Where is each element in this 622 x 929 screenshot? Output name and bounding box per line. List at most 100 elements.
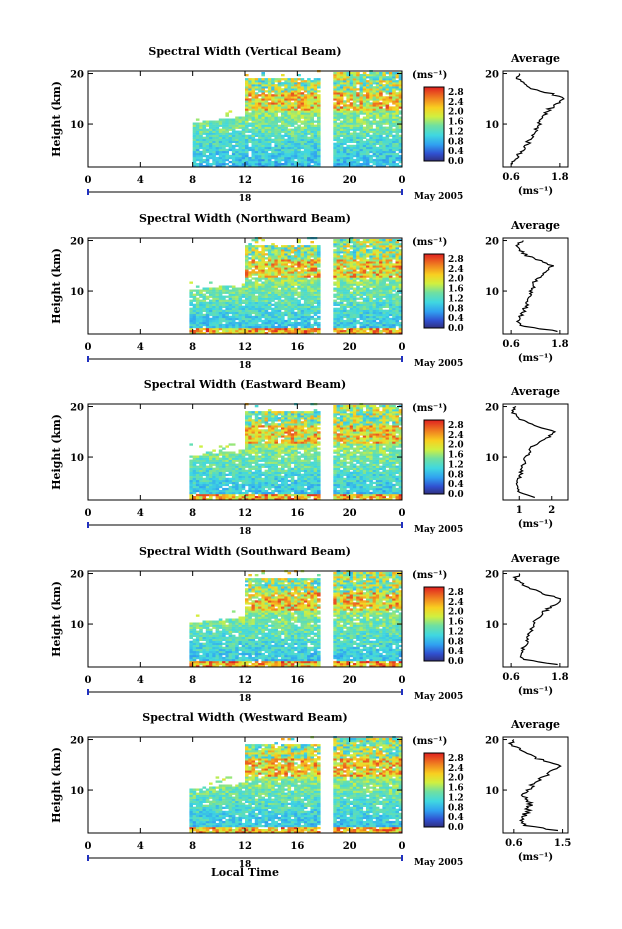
heatmap-cell — [215, 305, 220, 308]
heatmap-cell — [356, 94, 360, 97]
heatmap-cell — [392, 92, 396, 95]
heatmap-cell — [333, 255, 337, 258]
heatmap-cell — [392, 78, 396, 81]
heatmap-cell — [254, 317, 259, 321]
heatmap-cell — [189, 443, 193, 446]
heatmap-cell — [199, 289, 203, 292]
heatmap-cell — [241, 116, 246, 119]
heatmap-cell — [218, 463, 223, 466]
heatmap-cell — [379, 110, 383, 113]
heatmap-cell — [271, 247, 275, 250]
heatmap-cell — [343, 315, 347, 319]
heatmap-cell — [222, 332, 226, 335]
heatmap-cell — [307, 247, 311, 250]
heatmap-cell — [290, 283, 295, 286]
heatmap-cell — [284, 293, 288, 296]
heatmap-cell — [218, 152, 223, 156]
heatmap-cell — [398, 279, 403, 282]
heatmap-cell — [235, 126, 239, 129]
heatmap-cell — [287, 269, 292, 272]
heatmap-cell — [307, 321, 311, 325]
heatmap-cell — [274, 98, 278, 101]
heatmap-cell — [382, 118, 386, 121]
heatmap-cell — [352, 108, 357, 111]
heatmap-cell — [235, 327, 239, 331]
x-tick-label: 20 — [343, 175, 357, 186]
heatmap-cell — [195, 471, 200, 474]
heatmap-cell — [222, 120, 226, 123]
heatmap-cell — [199, 160, 203, 164]
heatmap-cell — [310, 122, 314, 125]
heatmap-cell — [267, 130, 272, 133]
heatmap-cell — [346, 287, 350, 290]
heatmap-cell — [366, 285, 370, 288]
heatmap-cell — [287, 82, 292, 85]
heatmap-cell — [310, 134, 314, 137]
heatmap-cell — [395, 251, 400, 254]
heatmap-cell — [215, 491, 220, 495]
heatmap-cell — [192, 140, 197, 143]
heatmap-cell — [369, 297, 373, 300]
heatmap-cell — [238, 116, 243, 119]
heatmap-cell — [385, 138, 390, 141]
heatmap-cell — [261, 301, 265, 304]
heatmap-cell — [379, 106, 383, 109]
heatmap-cell — [261, 82, 265, 85]
heatmap-cell — [228, 120, 233, 123]
heatmap-cell — [235, 496, 239, 499]
heatmap-cell — [310, 144, 314, 148]
heatmap-cell — [222, 451, 226, 454]
heatmap-cell — [241, 477, 246, 481]
heatmap-cell — [222, 122, 226, 125]
heatmap-cell — [245, 285, 249, 288]
heatmap-cell — [199, 469, 203, 472]
heatmap-cell — [245, 327, 249, 331]
heatmap-cell — [375, 277, 380, 280]
heatmap-cell — [238, 457, 243, 460]
heatmap-cell — [271, 128, 275, 131]
heatmap-cell — [388, 239, 393, 242]
heatmap-cell — [287, 116, 292, 119]
heatmap-cell — [222, 481, 226, 485]
heatmap-cell — [352, 154, 357, 158]
heatmap-cell — [356, 285, 360, 288]
heatmap-cell — [290, 110, 295, 113]
heatmap-cell — [372, 293, 377, 296]
heatmap-cell — [366, 303, 370, 306]
heatmap-cell — [339, 78, 344, 81]
heatmap-cell — [199, 498, 203, 501]
heatmap-cell — [212, 311, 216, 315]
heatmap-cell — [294, 163, 298, 166]
heatmap-cell — [277, 303, 282, 306]
heatmap-cell — [277, 82, 282, 85]
heatmap-cell — [307, 273, 311, 276]
heatmap-cell — [254, 128, 259, 131]
heatmap-cell — [284, 130, 288, 133]
heatmap-cell — [222, 297, 226, 300]
heatmap-cell — [271, 309, 275, 312]
heatmap-cell — [375, 138, 380, 141]
heatmap-cell — [359, 327, 364, 331]
heatmap-cell — [225, 144, 229, 148]
heatmap-cell — [392, 94, 396, 97]
heatmap-cell — [264, 112, 269, 115]
heatmap-cell — [395, 84, 400, 87]
heatmap-cell — [281, 307, 285, 310]
heatmap-cell — [290, 82, 295, 85]
heatmap-cell — [359, 134, 364, 137]
heatmap-cell — [366, 120, 370, 123]
heatmap-cell — [251, 301, 256, 304]
heatmap-cell — [258, 279, 262, 282]
heatmap-cell — [339, 114, 344, 117]
heatmap-cell — [303, 327, 308, 331]
heatmap-cell — [379, 163, 383, 166]
heatmap-cell — [235, 471, 239, 474]
heatmap-cell — [369, 327, 373, 331]
heatmap-cell — [267, 311, 272, 315]
heatmap-cell — [388, 303, 393, 306]
heatmap-cell — [346, 253, 350, 256]
heatmap-cell — [287, 317, 292, 321]
heatmap-cell — [209, 163, 213, 166]
heatmap-cell — [372, 146, 377, 150]
heatmap-cell — [336, 330, 341, 333]
